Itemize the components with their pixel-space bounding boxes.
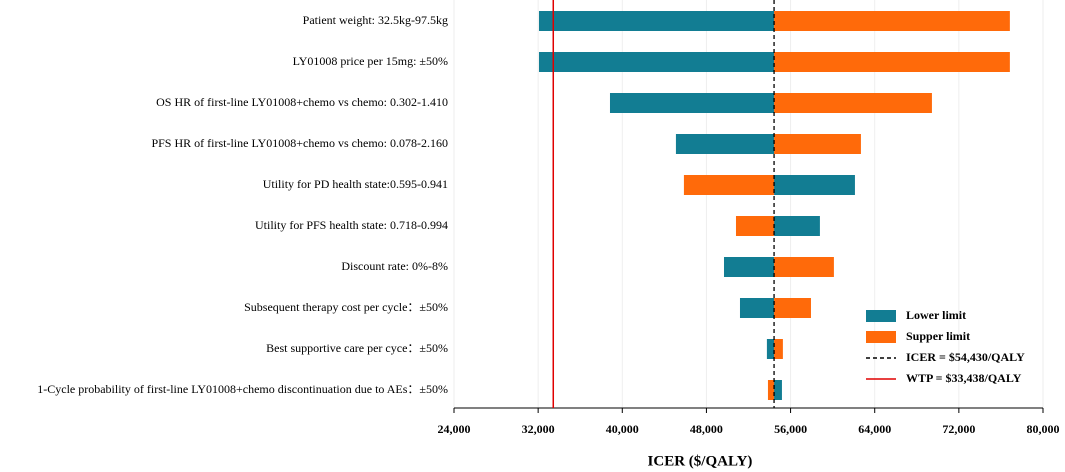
category-label: Utility for PD health state:0.595-0.941 [263,177,448,191]
bar [774,175,855,195]
x-tick-label: 24,000 [438,422,471,436]
bar [774,380,782,400]
bar [774,257,834,277]
bar [609,93,775,113]
category-label: Discount rate: 0%-8% [341,259,448,273]
bar [538,52,775,72]
bar [774,339,783,359]
legend-label: WTP = $33,438/QALY [906,371,1022,385]
bar [774,11,1010,31]
category-label: Utility for PFS health state: 0.718-0.99… [255,218,448,232]
category-label: LY01008 price per 15mg: ±50% [293,54,448,68]
category-label: OS HR of first-line LY01008+chemo vs che… [156,95,448,109]
bar [538,11,775,31]
x-tick-label: 48,000 [690,422,723,436]
x-axis-title: ICER ($/QALY) [648,453,753,469]
bar [735,216,775,236]
category-label: Subsequent therapy cost per cycle：±50% [244,300,448,314]
category-label: 1-Cycle probability of first-line LY0100… [37,382,448,396]
bar [723,257,775,277]
bar [739,298,775,318]
x-tick-label: 40,000 [606,422,639,436]
bar [767,380,775,400]
bar [774,93,932,113]
bar [766,339,775,359]
x-tick-label: 80,000 [1027,422,1060,436]
category-label: Patient weight: 32.5kg-97.5kg [303,13,448,27]
bar [774,134,861,154]
x-tick-label: 56,000 [774,422,807,436]
x-tick-label: 64,000 [858,422,891,436]
x-tick-label: 32,000 [522,422,555,436]
bar [683,175,775,195]
bar [774,52,1010,72]
legend-swatch [866,310,896,322]
legend-label: Lower limit [906,308,966,322]
bar [774,298,811,318]
bar [774,216,820,236]
legend-label: ICER = $54,430/QALY [906,350,1025,364]
category-label: PFS HR of first-line LY01008+chemo vs ch… [151,136,448,150]
category-label: Best supportive care per cyce：±50% [266,341,448,355]
legend-label: Supper limit [906,329,970,343]
legend-swatch [866,331,896,343]
x-tick-label: 72,000 [942,422,975,436]
bar [675,134,775,154]
